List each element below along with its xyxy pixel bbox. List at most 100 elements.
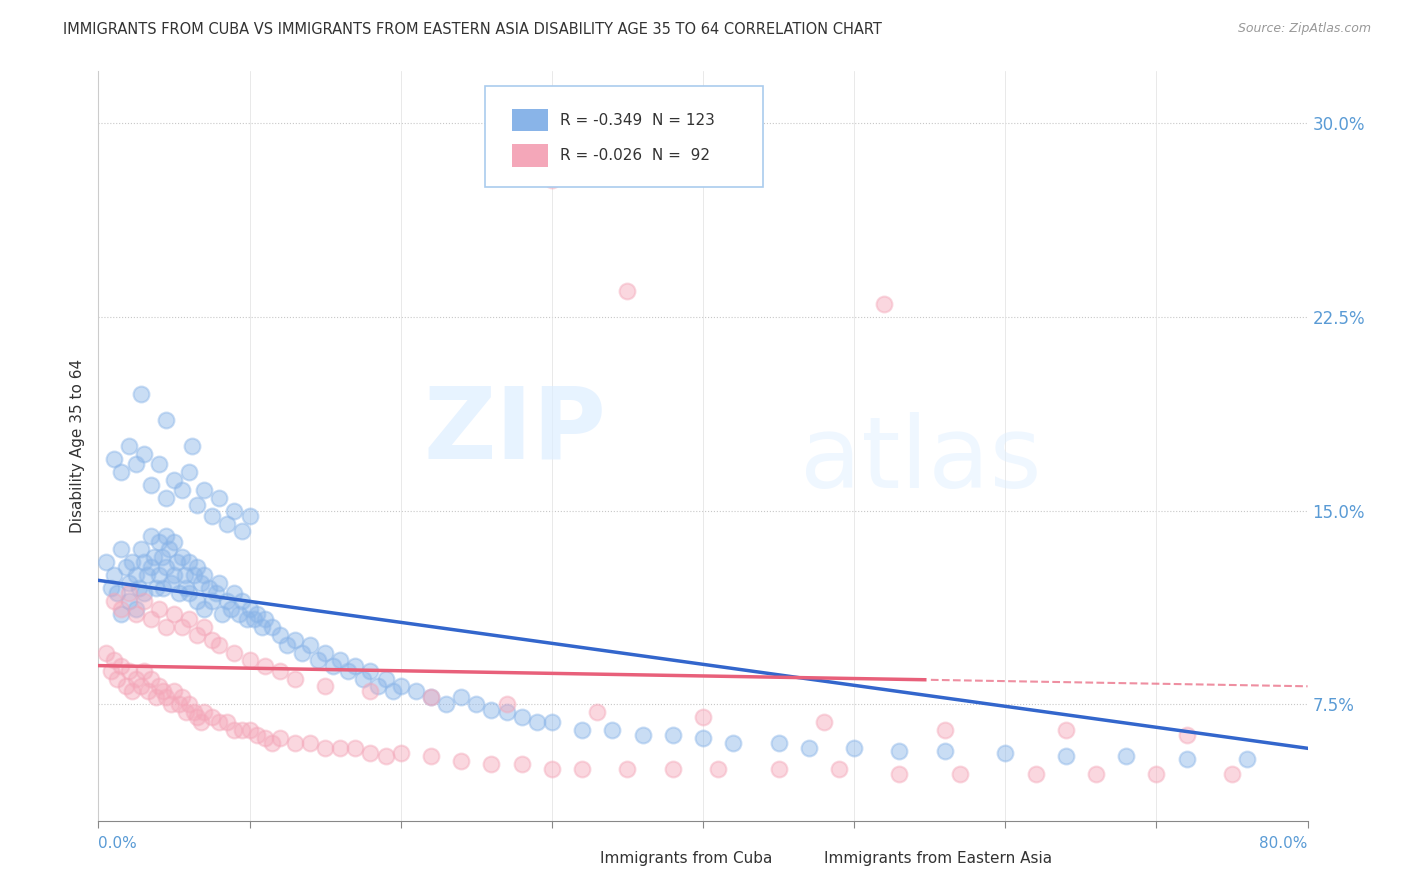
Point (186, 560, 208, 574)
Point (141, 612, 163, 626)
Point (129, 387, 152, 401)
Point (190, 715, 212, 730)
Point (465, 698, 488, 712)
Point (231, 594, 253, 608)
Point (179, 612, 201, 626)
Point (284, 632, 307, 647)
Point (389, 679, 412, 693)
Point (231, 524, 253, 539)
Point (179, 555, 201, 569)
Point (434, 698, 457, 712)
Point (125, 457, 148, 471)
Point (163, 568, 186, 582)
Point (661, 762, 683, 776)
Point (201, 508, 224, 523)
Point (540, 173, 562, 187)
Point (253, 731, 276, 745)
Point (1054, 723, 1077, 738)
Point (132, 664, 155, 678)
Point (616, 284, 638, 298)
Point (193, 568, 215, 582)
Text: Immigrants from Eastern Asia: Immigrants from Eastern Asia (824, 851, 1052, 865)
Point (118, 586, 141, 600)
Point (148, 568, 170, 582)
Point (193, 601, 215, 615)
FancyBboxPatch shape (485, 87, 763, 187)
Point (125, 601, 148, 615)
Point (934, 744, 956, 758)
Point (94, 555, 117, 569)
Point (181, 439, 204, 453)
Point (159, 542, 181, 557)
Point (450, 690, 472, 704)
Point (135, 568, 157, 582)
Point (215, 594, 238, 608)
Point (110, 542, 132, 557)
Point (170, 690, 193, 704)
Point (183, 705, 205, 719)
Point (889, 744, 911, 758)
Point (132, 555, 155, 569)
Point (155, 529, 177, 543)
Point (692, 710, 714, 724)
Point (118, 664, 141, 678)
Point (1175, 751, 1198, 765)
Point (125, 672, 148, 686)
Point (934, 723, 956, 738)
Point (193, 483, 215, 497)
Point (110, 601, 132, 615)
Point (132, 586, 155, 600)
Point (163, 473, 186, 487)
Point (152, 684, 174, 698)
Point (1024, 767, 1046, 781)
Text: Immigrants from Cuba: Immigrants from Cuba (600, 851, 772, 865)
Point (450, 754, 472, 768)
Point (125, 607, 148, 621)
Point (208, 715, 231, 730)
Point (148, 601, 170, 615)
Point (114, 560, 136, 574)
Point (173, 568, 195, 582)
Point (128, 581, 150, 595)
Point (155, 690, 177, 704)
Point (179, 465, 201, 479)
Point (276, 638, 298, 652)
Point (183, 568, 205, 582)
Point (336, 664, 359, 678)
Point (170, 483, 193, 497)
Point (571, 762, 593, 776)
Point (125, 568, 148, 582)
Point (949, 767, 972, 781)
Point (1175, 728, 1198, 742)
Point (224, 646, 246, 660)
Point (132, 447, 155, 461)
FancyBboxPatch shape (782, 851, 811, 872)
Point (118, 576, 141, 591)
Point (103, 653, 125, 667)
Point (1054, 749, 1077, 764)
Point (150, 550, 173, 565)
Point (163, 607, 186, 621)
Point (208, 491, 231, 505)
Point (540, 762, 562, 776)
Point (284, 672, 307, 686)
Point (526, 715, 548, 730)
FancyBboxPatch shape (558, 851, 588, 872)
Point (160, 698, 183, 712)
Point (215, 516, 238, 531)
Point (616, 762, 638, 776)
Point (243, 612, 266, 626)
Point (155, 413, 177, 427)
Point (481, 756, 503, 771)
Point (269, 664, 291, 678)
Point (246, 607, 269, 621)
Point (239, 653, 262, 667)
Point (360, 747, 382, 761)
Text: ZIP: ZIP (423, 383, 606, 480)
Point (224, 503, 246, 517)
Point (148, 457, 170, 471)
Point (145, 581, 167, 595)
Text: 0.0%: 0.0% (98, 836, 138, 851)
Point (224, 723, 246, 738)
Point (141, 529, 163, 543)
